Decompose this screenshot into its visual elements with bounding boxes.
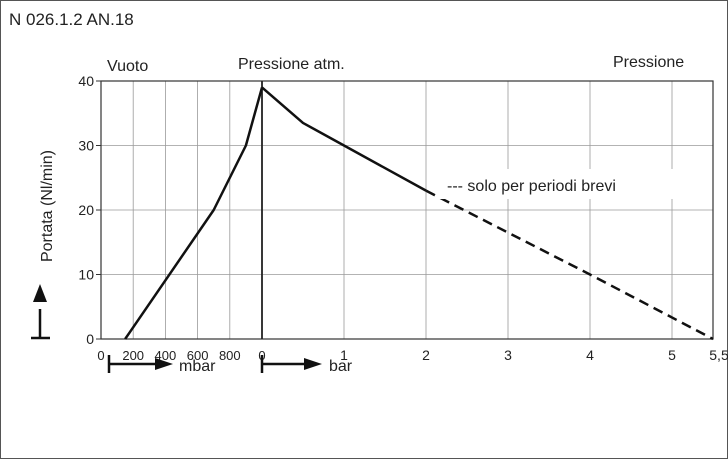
bar-unit-label: bar [329, 358, 353, 375]
y-tick-label: 20 [78, 202, 94, 218]
bar-tick-label: 3 [504, 347, 512, 363]
mbar-tick-label: 400 [155, 348, 177, 363]
vacuum-region-label: Vuoto [107, 58, 148, 75]
y-tick-label: 40 [78, 73, 94, 89]
y-tick-label: 30 [78, 138, 94, 154]
bar-axis-ticks: 1 2 3 4 5 5,5 [340, 347, 728, 363]
bar-tick-label: 1 [340, 347, 348, 363]
bar-tick-label: 4 [586, 347, 594, 363]
mbar-tick-label: 200 [122, 348, 144, 363]
pressure-region-label: Pressione [613, 54, 684, 71]
mbar-tick-label: 600 [187, 348, 209, 363]
vacuum-flow-series [124, 87, 264, 340]
atmospheric-region-label: Pressione atm. [238, 56, 345, 73]
mbar-tick-label: 0 [97, 348, 104, 363]
bar-unit-arrow [260, 355, 322, 373]
bar-tick-label: 5 [668, 347, 676, 363]
y-axis-ticks: 0 10 20 30 40 [78, 73, 101, 347]
mbar-unit-arrow [107, 355, 173, 373]
mbar-unit-label: mbar [179, 358, 216, 375]
legend-label: --- solo per periodi brevi [447, 178, 616, 195]
y-axis-label: Portata (Nl/min) [39, 150, 56, 262]
grid [100, 80, 713, 339]
figure-code: N 026.1.2 AN.18 [9, 10, 134, 29]
y-axis-arrow [31, 284, 50, 340]
pressure-flow-short-periods-series [425, 189, 714, 341]
bar-tick-label: 5,5 [709, 347, 728, 363]
bar-tick-label: 2 [422, 347, 430, 363]
mbar-tick-label: 800 [219, 348, 241, 363]
y-tick-label: 10 [78, 267, 94, 283]
pressure-flow-series [261, 86, 427, 192]
legend-background [439, 169, 701, 199]
y-tick-label: 0 [86, 331, 94, 347]
